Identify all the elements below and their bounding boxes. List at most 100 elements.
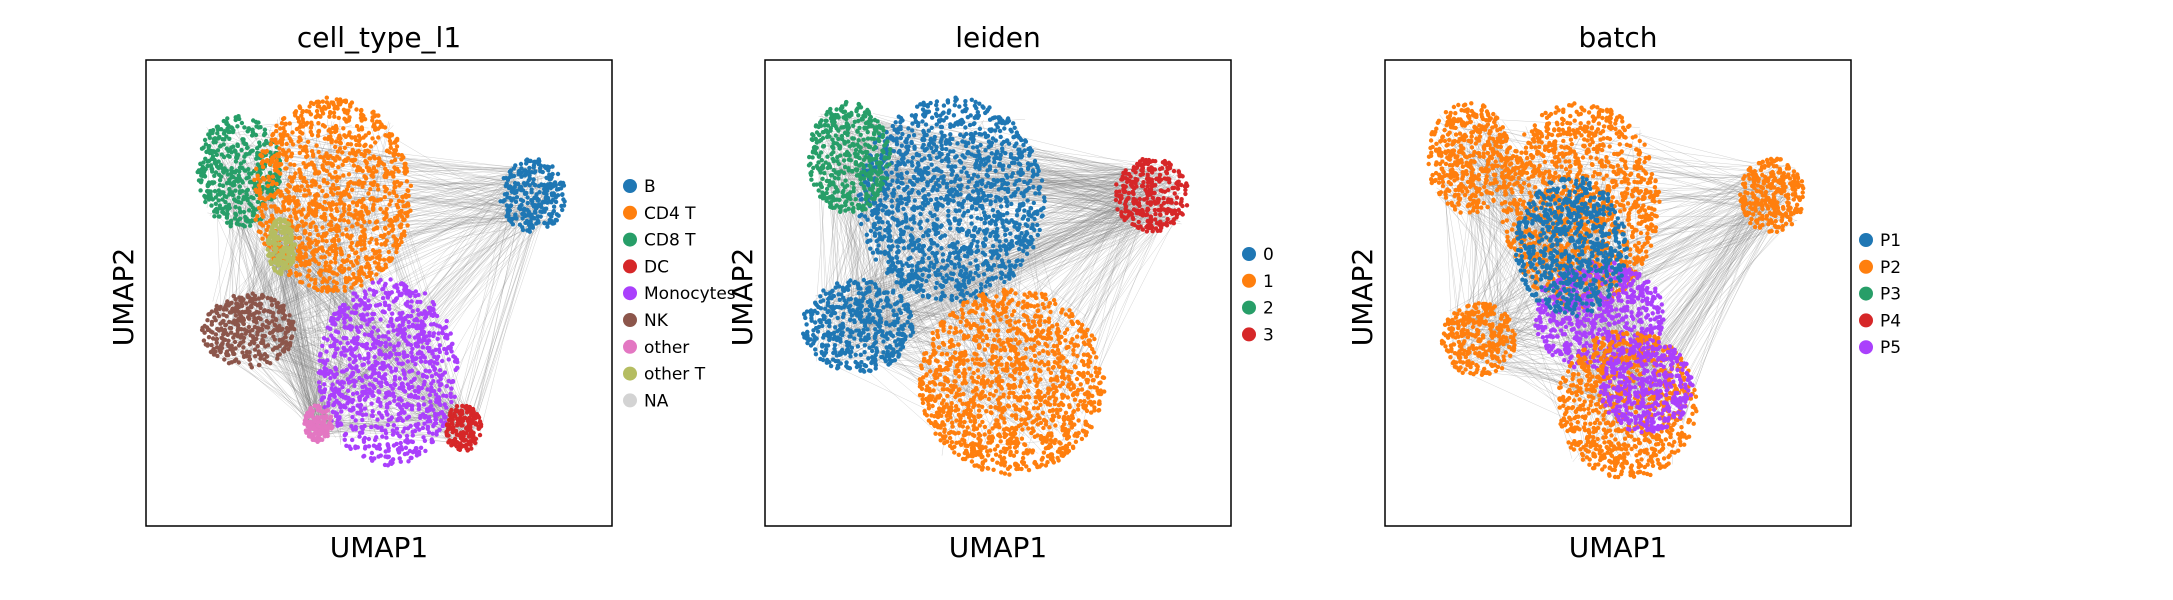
data-point — [328, 260, 334, 265]
graph-edge — [274, 251, 329, 424]
data-point — [514, 188, 519, 193]
data-point — [383, 262, 388, 267]
data-point — [229, 330, 234, 335]
data-point — [421, 402, 427, 407]
data-point — [333, 386, 338, 391]
data-point — [397, 183, 402, 188]
data-point — [376, 389, 381, 394]
data-point — [299, 184, 304, 189]
data-point — [344, 258, 350, 263]
data-point — [375, 328, 381, 333]
data-point — [372, 251, 378, 256]
data-point — [260, 214, 266, 219]
panel-title: cell_type_l1 — [297, 21, 461, 54]
graph-edge — [263, 203, 536, 310]
graph-edge — [391, 225, 409, 397]
data-point — [509, 219, 514, 224]
data-point — [376, 135, 381, 140]
data-point — [307, 261, 312, 267]
data-point — [315, 287, 320, 293]
data-point — [314, 242, 319, 247]
data-point — [528, 218, 533, 224]
data-point — [323, 425, 328, 430]
data-point — [389, 159, 394, 164]
data-point — [335, 106, 340, 111]
data-point — [242, 141, 247, 147]
data-point — [239, 147, 244, 153]
data-point — [213, 201, 218, 206]
data-point — [236, 114, 241, 119]
data-point — [366, 298, 371, 303]
data-point — [354, 390, 360, 396]
data-point — [359, 247, 364, 252]
data-point — [376, 126, 381, 131]
data-point — [255, 173, 260, 178]
graph-edge — [463, 204, 535, 441]
data-point — [366, 436, 372, 442]
data-point — [378, 349, 383, 354]
data-point — [392, 377, 398, 382]
data-point — [526, 178, 531, 183]
data-point — [383, 188, 388, 194]
data-point — [329, 315, 334, 321]
data-point — [272, 337, 277, 342]
data-point — [383, 428, 388, 433]
data-point — [333, 329, 339, 334]
data-point — [259, 154, 265, 159]
data-point — [315, 104, 320, 109]
data-point — [334, 338, 339, 344]
data-point — [250, 297, 255, 302]
data-point — [376, 280, 381, 285]
data-point — [407, 334, 412, 339]
data-point — [256, 349, 261, 354]
data-point — [367, 156, 372, 161]
data-point — [425, 345, 430, 351]
data-point — [216, 136, 221, 141]
data-point — [206, 312, 211, 317]
data-point — [382, 225, 388, 231]
data-point — [206, 335, 212, 340]
data-point — [287, 175, 293, 180]
data-point — [286, 189, 291, 195]
data-point — [369, 424, 374, 430]
legend-item: Monocytes — [623, 284, 736, 304]
data-point — [316, 128, 322, 134]
data-point — [511, 173, 517, 179]
data-point — [301, 119, 306, 125]
data-point — [511, 166, 517, 171]
data-point — [322, 124, 327, 129]
data-point — [216, 165, 221, 171]
data-point — [297, 169, 302, 174]
data-point — [330, 409, 335, 415]
data-point — [362, 302, 367, 307]
data-point — [342, 284, 347, 290]
graph-edge — [277, 251, 414, 343]
data-point — [384, 212, 389, 218]
data-point — [387, 150, 392, 155]
data-point — [362, 153, 367, 158]
data-point — [378, 206, 383, 212]
data-point — [244, 216, 249, 221]
data-point — [545, 224, 550, 229]
data-point — [234, 301, 239, 306]
data-point — [253, 354, 258, 359]
data-point — [361, 271, 367, 276]
data-point — [415, 299, 420, 305]
graph-edge — [269, 141, 551, 189]
data-point — [386, 249, 391, 255]
data-point — [367, 366, 372, 371]
data-point — [380, 375, 385, 381]
data-point — [421, 435, 426, 440]
data-point — [335, 423, 340, 428]
data-point — [356, 255, 361, 260]
data-point — [240, 137, 245, 142]
data-point — [213, 207, 218, 212]
data-point — [223, 199, 228, 205]
data-point — [328, 130, 334, 135]
graph-edge — [280, 253, 313, 419]
data-point — [245, 293, 250, 298]
x-axis-label: UMAP1 — [330, 531, 429, 564]
data-point — [324, 231, 329, 236]
data-point — [203, 199, 208, 205]
